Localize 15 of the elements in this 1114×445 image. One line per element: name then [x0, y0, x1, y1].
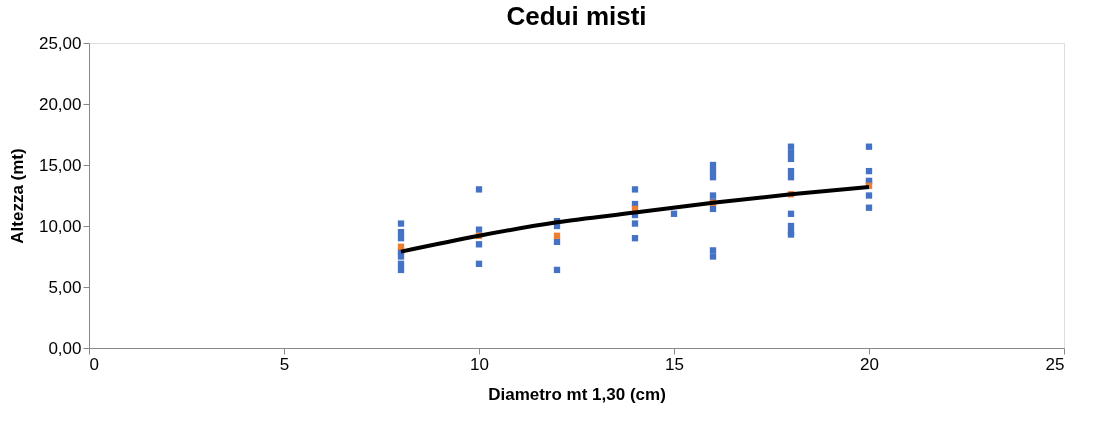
y-tick-label: 0,00 — [48, 338, 82, 358]
y-tick-label: 25,00 — [38, 33, 82, 53]
x-tick-label: 15 — [665, 354, 684, 374]
x-tick-label: 0 — [89, 354, 99, 374]
x-tick-label: 10 — [470, 354, 489, 374]
x-tick-label: 25 — [1045, 354, 1065, 374]
x-axis-title: Diametro mt 1,30 (cm) — [488, 384, 666, 404]
y-tick-label: 20,00 — [38, 94, 82, 114]
x-tick-label: 5 — [279, 354, 290, 374]
x-tick-label: 20 — [860, 354, 879, 374]
y-tick-label: 15,00 — [38, 155, 82, 175]
y-tick-label: 10,00 — [38, 216, 82, 236]
y-axis-title: Altezza (mt) — [7, 148, 27, 244]
chart-title: Cedui misti — [506, 1, 647, 31]
y-tick-label: 5,00 — [48, 277, 82, 297]
